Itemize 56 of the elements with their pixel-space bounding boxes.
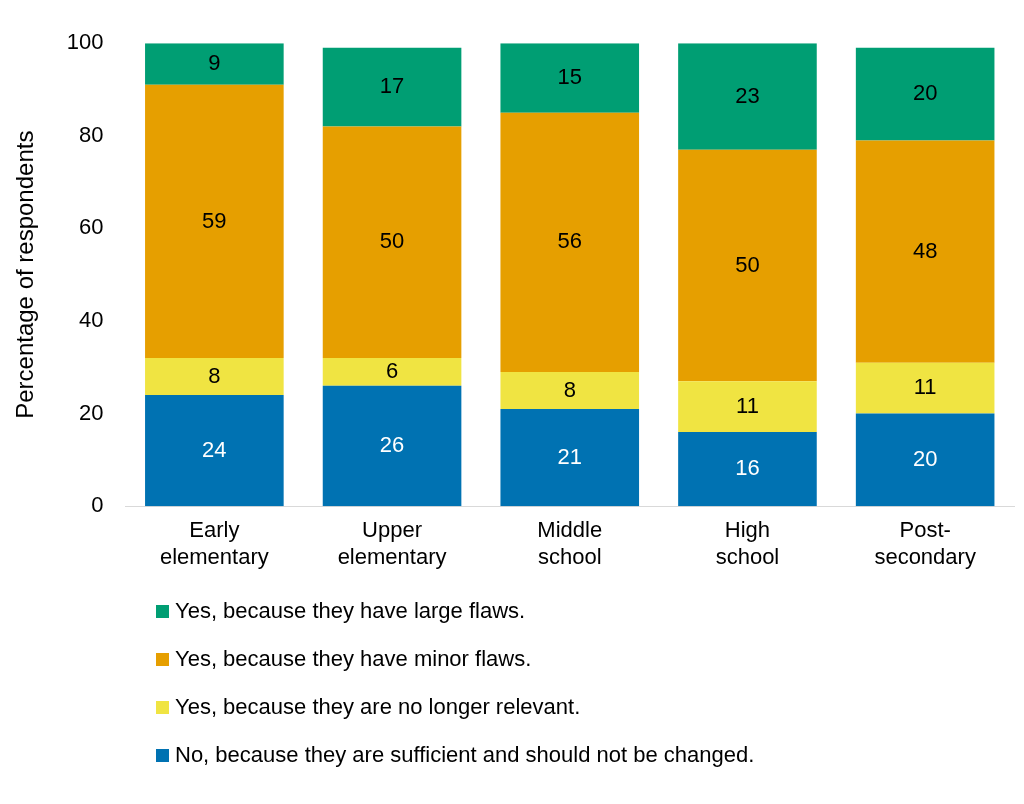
bar [145, 395, 284, 507]
data-label: 16 [735, 455, 760, 481]
bar [678, 149, 817, 382]
data-label: 50 [735, 251, 760, 277]
y-tick-label: 0 [91, 492, 104, 518]
y-tick-label: 60 [79, 214, 104, 240]
bar [678, 43, 817, 150]
bar [145, 84, 284, 359]
bar [678, 432, 817, 507]
x-tick-label: Upper elementary [337, 517, 447, 569]
bar [322, 385, 462, 507]
y-tick-label: 80 [79, 121, 104, 147]
bar [322, 358, 462, 386]
data-label: 56 [557, 228, 582, 254]
bar [500, 43, 640, 113]
data-label: 21 [557, 443, 582, 469]
data-label: 11 [913, 374, 937, 400]
y-axis-title: Percentage of respondents [11, 130, 39, 419]
bar [855, 47, 995, 141]
x-tick-label: Post-secondary [874, 517, 976, 569]
bar [145, 43, 284, 85]
bar [500, 112, 640, 372]
data-label: 50 [379, 228, 405, 254]
legend-label: Yes, because they have minor flaws. [175, 646, 532, 672]
bar [500, 408, 640, 507]
y-tick-label: 40 [79, 307, 104, 333]
data-label: 59 [202, 207, 227, 233]
x-tick-label: High school [715, 517, 780, 569]
legend-label: Yes, because they are no longer relevant. [175, 694, 581, 720]
bar [500, 371, 640, 409]
data-label: 20 [912, 445, 938, 471]
legend-label: No, because they are sufficient and should not be changed. [175, 742, 755, 768]
bar [322, 47, 462, 127]
data-label: 8 [208, 362, 221, 388]
y-tick-label: 100 [66, 29, 104, 55]
data-label: 20 [912, 80, 938, 106]
data-label: 11 [736, 392, 759, 418]
data-label: 8 [563, 376, 576, 402]
bar [855, 362, 995, 414]
bar [145, 358, 284, 396]
data-label: 23 [735, 82, 760, 108]
data-label: 15 [557, 63, 582, 89]
legend-label: Yes, because they have large flaws. [175, 598, 526, 624]
bar [855, 413, 995, 507]
x-tick-label: Early elementary [159, 517, 269, 569]
bar [322, 126, 462, 359]
data-label: 6 [385, 357, 399, 383]
y-tick-label: 20 [79, 399, 104, 425]
bar [678, 381, 817, 433]
data-label: 26 [379, 432, 405, 458]
data-label: 9 [208, 50, 221, 76]
data-label: 17 [379, 73, 405, 99]
bar [855, 140, 995, 363]
x-tick-label: Middle school [537, 517, 603, 569]
data-label: 24 [202, 436, 227, 462]
data-label: 48 [912, 237, 938, 263]
